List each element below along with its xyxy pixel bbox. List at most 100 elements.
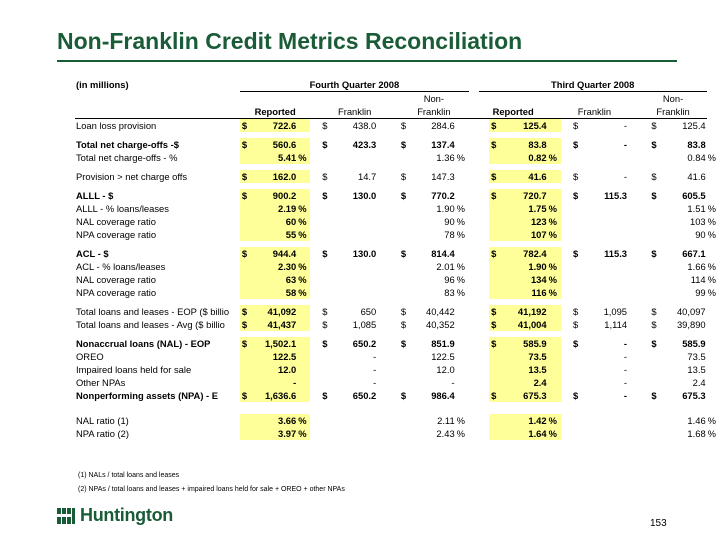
currency-symbol: $ (322, 248, 328, 259)
cell-value: 41,004 (517, 319, 547, 330)
currency-symbol: $ (651, 390, 657, 401)
row-label: NPA coverage ratio (76, 287, 157, 298)
row-label: ALLL - % loans/leases (76, 203, 169, 214)
cell-value: 585.9 (682, 338, 706, 349)
table-row: Nonperforming assets (NPA) - E $1,636.6 $6… (75, 389, 720, 402)
header-nonfranklin-q4: Franklin (398, 105, 469, 119)
unit-cell (547, 305, 561, 318)
unit-cell (547, 247, 561, 260)
currency-symbol: $ (651, 319, 657, 330)
currency-symbol: $ (491, 338, 497, 349)
cell-value: 73.5 (528, 351, 547, 362)
cell-value: 650.2 (352, 390, 377, 401)
cell-value: 122.5 (431, 351, 455, 362)
header-franklin-q4: Franklin (320, 105, 390, 119)
table-cell: $585.9 (489, 337, 548, 350)
cell-value: - (451, 377, 455, 388)
unit-cell (628, 376, 639, 389)
table-cell: 3.66 (239, 414, 298, 427)
table-cell: $ - (571, 138, 628, 151)
table-cell: 2.01 (399, 260, 456, 273)
cell-value: 1,636.6 (264, 390, 297, 401)
unit-cell: % (707, 229, 716, 240)
table-cell: - (320, 363, 377, 376)
cell-value: 116 (531, 287, 547, 298)
table-cell: 5.41 (239, 151, 298, 164)
table-row: Nonaccrual loans (NAL) - EOP $1,502.1 $650… (75, 337, 720, 350)
currency-symbol: $ (651, 338, 657, 349)
unit-cell (707, 119, 720, 133)
table-cell: 13.5 (649, 363, 706, 376)
cell-value: - (623, 351, 628, 362)
cell-value: 12.0 (436, 364, 455, 375)
unit-cell (377, 350, 389, 363)
table-cell: $40,352 (399, 318, 456, 331)
unit-cell (628, 318, 639, 331)
currency-symbol: $ (400, 248, 407, 259)
unit-cell (297, 305, 311, 318)
table-cell (320, 228, 377, 241)
unit-cell: % (456, 274, 466, 285)
table-cell: 122.5 (399, 350, 456, 363)
table-cell: - (571, 376, 628, 389)
table-cell: $986.4 (399, 389, 456, 402)
unit-cell (707, 138, 720, 151)
unit-cell (297, 170, 311, 183)
table-cell: $ - (571, 119, 628, 133)
table-cell: $675.3 (649, 389, 706, 402)
cell-value: 125.4 (682, 120, 706, 131)
page-number: 153 (650, 518, 667, 529)
header-franklin-q3: Franklin (560, 105, 629, 119)
currency-symbol: $ (322, 306, 328, 317)
units-label: (in millions) (76, 79, 129, 91)
table-cell: $40,442 (399, 305, 456, 318)
cell-value: 722.6 (272, 120, 297, 131)
table-cell (571, 427, 628, 440)
currency-symbol: $ (573, 390, 579, 401)
row-label: Provision > net charge offs (76, 171, 188, 182)
cell-value: 1.42 (528, 415, 547, 426)
table-cell: 90 (649, 228, 706, 241)
row-label: ACL - % loans/leases (76, 261, 166, 272)
row-label: NAL coverage ratio (76, 216, 156, 227)
cell-value: 2.30 (277, 261, 297, 272)
table-row: ACL - $ $944.4 $130.0 $814.4 $782.4 $115.3 $66… (75, 247, 720, 260)
cell-value: 78 (444, 229, 455, 240)
table-cell: 1.46 (649, 414, 706, 427)
unit-cell (456, 389, 469, 402)
unit-cell (377, 337, 389, 350)
currency-symbol: $ (491, 306, 497, 317)
huntington-logo: Huntington (56, 505, 173, 526)
cell-value: 1.75 (528, 203, 547, 214)
unit-cell (707, 189, 720, 202)
table-cell (571, 202, 628, 215)
table-cell: 2.43 (399, 427, 456, 440)
unit-cell (297, 189, 311, 202)
currency-symbol: $ (241, 190, 248, 201)
table-cell: 1.90 (489, 260, 548, 273)
currency-symbol: $ (573, 248, 579, 259)
table-row: NPA coverage ratio 58% 83% 116% 99% (75, 286, 720, 299)
unit-cell (377, 138, 389, 151)
currency-symbol: $ (241, 338, 248, 349)
table-row: ALLL - % loans/leases 2.19% 1.90% 1.75% 1.51… (75, 202, 720, 215)
unit-cell: % (707, 274, 716, 285)
table-cell: 78 (399, 228, 456, 241)
unit-cell: % (297, 286, 311, 299)
unit-cell: % (707, 428, 716, 439)
table-cell: 1.64 (489, 427, 548, 440)
table-row: NAL ratio (1) 3.66% 2.11% 1.42% 1.46% (75, 414, 720, 427)
cell-value: 1.46 (687, 415, 706, 426)
unit-cell: % (547, 215, 561, 228)
cell-value: 13.5 (528, 364, 547, 375)
unit-cell (377, 170, 389, 183)
unit-cell: % (707, 152, 716, 163)
unit-cell (707, 305, 720, 318)
unit-cell: % (547, 414, 561, 427)
unit-cell: % (547, 228, 561, 241)
table-cell: $944.4 (239, 247, 298, 260)
cell-value: 114 (690, 274, 706, 285)
cell-value: 41,092 (267, 306, 297, 317)
table-cell: $115.3 (571, 247, 628, 260)
table-cell: 1.36 (399, 151, 456, 164)
